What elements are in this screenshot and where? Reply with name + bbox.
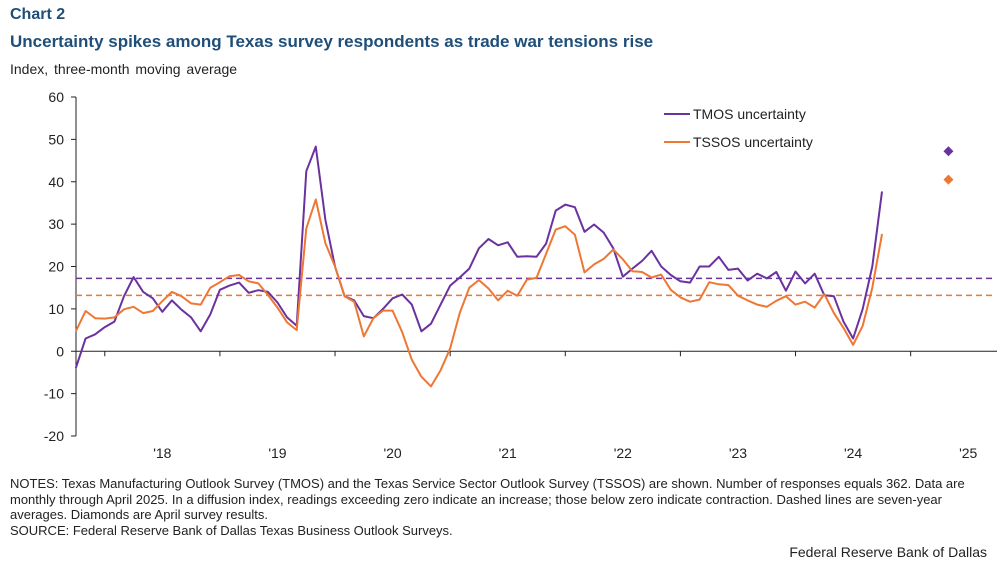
source-text: SOURCE: Federal Reserve Bank of Dallas T… (10, 522, 453, 538)
y-axis: -20 -10 0 10 20 30 40 50 60 (44, 89, 77, 444)
tmos-april-survey-result-diamond (943, 146, 954, 157)
x-tick-label: '22 (614, 445, 632, 461)
tssos-april-survey-result-diamond (943, 174, 954, 185)
tmos-uncertainty-line (75, 145, 883, 369)
average-lines (76, 277, 992, 297)
legend-label: TSSOS uncertainty (693, 134, 813, 150)
y-tick-label: -10 (44, 386, 64, 402)
notes-text: NOTES: Texas Manufacturing Outlook Surve… (10, 476, 965, 522)
x-tick-label: '20 (383, 445, 401, 461)
legend-label: TMOS uncertainty (693, 106, 806, 122)
y-tick-label: 0 (56, 343, 64, 359)
april-diamonds (943, 146, 954, 185)
y-tick-label: 10 (48, 301, 64, 317)
chart-subtitle: Index, three-month moving average (10, 61, 238, 77)
series-lines (75, 145, 883, 388)
x-tick-label: '23 (729, 445, 747, 461)
x-tick-label: '19 (268, 445, 286, 461)
x-tick-label: '24 (844, 445, 862, 461)
chart-label: Chart 2 (10, 6, 66, 23)
line-chart: -20 -10 0 10 20 30 40 50 60 '18 '19 '20 '21 '22 '23 '2… (44, 89, 997, 461)
x-axis: '18 '19 '20 '21 '22 '23 '24 '25 (76, 350, 997, 461)
y-tick-label: 50 (48, 131, 64, 147)
chart-notes: NOTES: Texas Manufacturing Outlook Surve… (10, 476, 985, 538)
x-tick-label: '25 (959, 445, 977, 461)
legend: TMOS uncertainty TSSOS uncertainty (664, 106, 813, 150)
tssos-uncertainty-line (75, 198, 883, 388)
y-tick-label: 40 (48, 174, 64, 190)
credit-line: Federal Reserve Bank of Dallas (789, 544, 987, 560)
y-tick-label: 60 (48, 89, 64, 105)
y-tick-label: 20 (48, 259, 64, 275)
x-tick-label: '18 (153, 445, 171, 461)
y-tick-label: 30 (48, 216, 64, 232)
chart-title: Uncertainty spikes among Texas survey re… (10, 32, 654, 51)
y-tick-label: -20 (44, 428, 64, 444)
x-tick-label: '21 (499, 445, 517, 461)
